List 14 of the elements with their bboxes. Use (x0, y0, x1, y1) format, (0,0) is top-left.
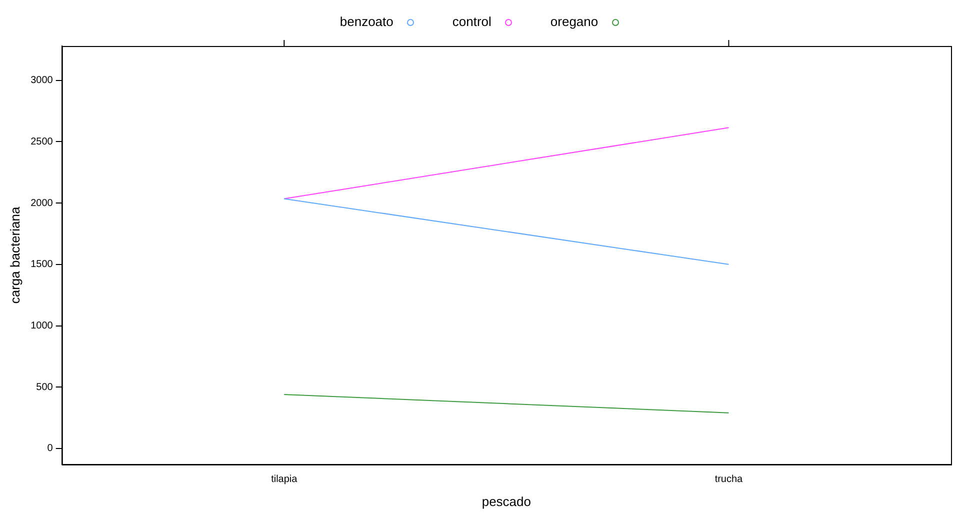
y-tick-label: 3000 (30, 75, 54, 86)
y-tick-label: 500 (36, 382, 54, 393)
y-tick-label: 2000 (30, 198, 54, 209)
x-axis-title: pescado (482, 494, 531, 509)
x-tick-label: tilapia (271, 474, 298, 486)
y-tick-label: 0 (47, 443, 54, 454)
legend-label: oregano (550, 14, 600, 29)
y-axis-title: carga bacteriana (7, 206, 22, 304)
x-tick-label: trucha (714, 474, 744, 486)
y-tick-label: 2500 (30, 136, 54, 148)
legend-label: control (452, 14, 492, 29)
y-tick-label: 1000 (30, 320, 54, 332)
y-tick-label: 1500 (30, 259, 54, 270)
legend-label: benzoato (340, 14, 394, 29)
